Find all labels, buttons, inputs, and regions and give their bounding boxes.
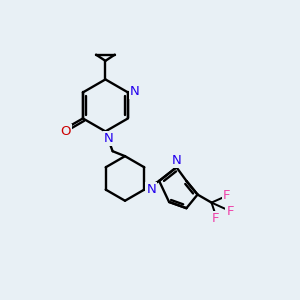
Text: N: N (146, 183, 156, 196)
Text: O: O (60, 125, 71, 138)
Text: N: N (172, 154, 182, 167)
Text: F: F (212, 212, 219, 225)
Text: N: N (103, 132, 113, 145)
Text: N: N (130, 85, 140, 98)
Text: F: F (226, 205, 234, 218)
Text: F: F (223, 189, 230, 202)
